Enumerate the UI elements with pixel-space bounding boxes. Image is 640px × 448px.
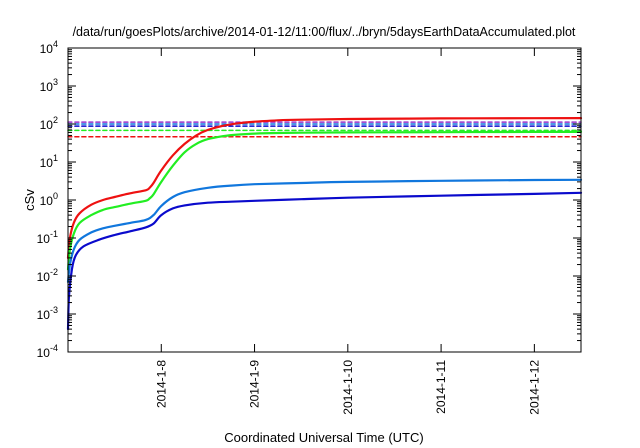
x-tick-label: 2014-1-11 (434, 360, 448, 414)
y-axis-label: cSv (22, 189, 37, 211)
x-tick-label: 2014-1-10 (341, 360, 355, 415)
y-tick-exponent: -4 (50, 343, 58, 353)
series-line-2 (66, 178, 583, 283)
y-tick-exponent: 0 (53, 191, 58, 201)
x-tick-label: 2014-1-9 (248, 360, 262, 408)
y-tick-label: 101 (40, 153, 58, 170)
x-axis-label: Coordinated Universal Time (UTC) (224, 430, 423, 445)
series-line-3 (66, 191, 583, 331)
x-tick-label: 2014-1-12 (527, 360, 541, 415)
y-tick-label: 102 (40, 115, 58, 132)
y-tick-exponent: 3 (53, 77, 58, 87)
y-tick-exponent: 2 (53, 115, 58, 125)
y-tick-exponent: -3 (50, 305, 58, 315)
y-tick-label: 10-1 (37, 229, 58, 246)
y-tick-label: 10-3 (37, 305, 58, 322)
x-axis: 2014-1-8 2014-1-9 2014-1-10 2014-1-11 2014-1… (154, 48, 541, 415)
y-tick-label: 10-2 (37, 267, 58, 284)
y-tick-label: 103 (40, 77, 58, 94)
y-tick-exponent: 4 (53, 39, 58, 49)
chart-title: /data/run/goesPlots/archive/2014-01-12/1… (73, 25, 576, 39)
x-tick-label: 2014-1-8 (154, 360, 168, 408)
y-tick-label: 104 (40, 39, 58, 56)
series-line-1 (66, 130, 583, 271)
y-tick-exponent: -1 (50, 229, 58, 239)
y-tick-exponent: 1 (53, 153, 58, 163)
plot-area (66, 117, 583, 331)
y-tick-label: 100 (40, 191, 58, 208)
series-line-0 (66, 117, 583, 259)
y-tick-label: 10-4 (37, 343, 58, 360)
y-tick-exponent: -2 (50, 267, 58, 277)
